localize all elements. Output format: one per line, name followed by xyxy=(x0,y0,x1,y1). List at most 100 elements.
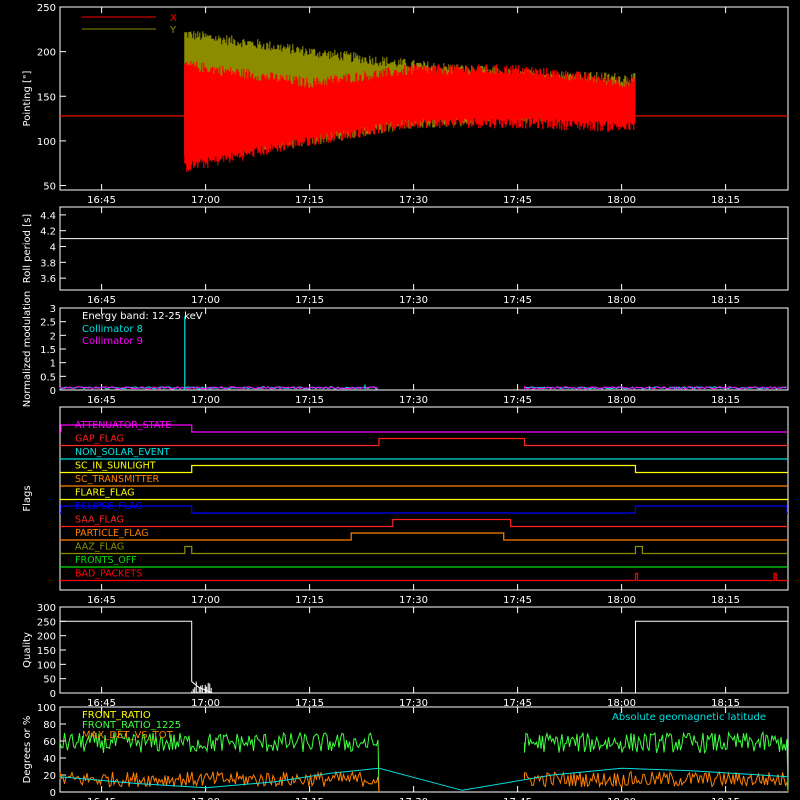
x-tick-label: 16:45 xyxy=(87,698,116,709)
flag-label: AAZ_FLAG xyxy=(75,542,124,553)
oscillation-band xyxy=(184,61,636,172)
y-tick-label: 4.2 xyxy=(40,227,56,238)
x-tick-label: 16:45 xyxy=(87,395,116,406)
y-tick-label: 250 xyxy=(37,3,56,14)
legend-label: X xyxy=(170,13,177,24)
modulation-series xyxy=(59,385,787,390)
flag-label: ECLIPSE_FLAG xyxy=(75,501,143,512)
x-tick-label: 18:15 xyxy=(711,195,740,206)
x-tick-label: 17:30 xyxy=(399,698,428,709)
quality-line xyxy=(60,620,788,694)
front-ratio-1225-series xyxy=(59,730,789,793)
x-tick-label: 16:45 xyxy=(87,797,116,800)
y-axis-label: Flags xyxy=(22,485,33,511)
y-tick-label: 150 xyxy=(37,646,56,657)
plot-frame xyxy=(59,406,789,591)
x-tick-label: 17:15 xyxy=(295,698,324,709)
flag-trace xyxy=(60,572,788,582)
y-axis-label: Degrees or % xyxy=(22,716,33,784)
x-tick-label: 17:15 xyxy=(295,295,324,306)
plot-frame xyxy=(59,6,789,191)
plot-frame xyxy=(59,706,789,793)
x-tick-label: 17:30 xyxy=(399,595,428,606)
flag-label: SAA_FLAG xyxy=(75,515,124,526)
x-tick-label: 17:15 xyxy=(295,797,324,800)
y-tick-label: 20 xyxy=(43,771,56,782)
y-tick-label: 80 xyxy=(43,720,56,731)
y-tick-label: 3 xyxy=(50,304,56,315)
x-tick-label: 18:15 xyxy=(711,295,740,306)
y-tick-label: 1.5 xyxy=(40,345,56,356)
x-tick-label: 18:00 xyxy=(607,295,636,306)
max-det-vs-tot-series xyxy=(59,770,789,793)
x-tick-label: 16:45 xyxy=(87,295,116,306)
y-tick-label: 200 xyxy=(37,48,56,59)
x-tick-label: 18:00 xyxy=(607,395,636,406)
y-tick-label: 60 xyxy=(43,737,56,748)
x-tick-label: 17:00 xyxy=(191,395,220,406)
flag-label: SC_IN_SUNLIGHT xyxy=(75,461,156,472)
x-tick-label: 17:45 xyxy=(503,595,532,606)
energy-band-annotation: Energy band: 12-25 keV xyxy=(82,311,203,322)
x-tick-label: 17:30 xyxy=(399,195,428,206)
x-tick-label: 18:15 xyxy=(711,698,740,709)
flag-label: FLARE_FLAG xyxy=(75,488,135,499)
x-tick-label: 16:45 xyxy=(87,595,116,606)
flag-label: SC_TRANSMITTER xyxy=(75,474,160,485)
legend-label: Y xyxy=(169,25,177,36)
x-tick-label: 18:15 xyxy=(711,797,740,800)
legend-label: Collimator 9 xyxy=(82,336,143,347)
y-tick-label: 250 xyxy=(37,617,56,628)
x-tick-label: 18:15 xyxy=(711,395,740,406)
y-tick-label: 2 xyxy=(50,331,56,342)
y-axis-label: Pointing ["] xyxy=(22,70,33,126)
y-axis-label: Roll period [s] xyxy=(22,214,33,283)
plot-frame xyxy=(59,206,789,291)
y-tick-label: 1 xyxy=(50,359,56,370)
x-tick-label: 17:15 xyxy=(295,395,324,406)
flag-trace xyxy=(60,532,788,541)
flag-label: NON_SOLAR_EVENT xyxy=(75,447,170,458)
x-tick-label: 17:45 xyxy=(503,295,532,306)
x-tick-label: 18:00 xyxy=(607,698,636,709)
y-tick-label: 200 xyxy=(37,632,56,643)
x-tick-label: 17:00 xyxy=(191,698,220,709)
x-tick-label: 17:00 xyxy=(191,195,220,206)
x-tick-label: 17:45 xyxy=(503,395,532,406)
y-tick-label: 2.5 xyxy=(40,318,56,329)
x-tick-label: 17:15 xyxy=(295,195,324,206)
x-tick-label: 18:15 xyxy=(711,595,740,606)
ratios-panel: 16:45 17:00 17:15 17:30 17:45 18:00 18:15 0 20 40… xyxy=(22,703,789,800)
legend-label: Collimator 8 xyxy=(82,324,143,335)
pointing-panel: 16:45 17:00 17:15 17:30 17:45 18:00 18:15 50 100… xyxy=(22,3,789,206)
quality-panel: 16:45 17:00 17:15 17:30 17:45 18:00 18:15 0 50 10… xyxy=(22,603,789,709)
y-axis-label: Quality xyxy=(22,632,33,668)
flag-label: PARTICLE_FLAG xyxy=(75,528,148,539)
plot-frame xyxy=(59,606,789,694)
x-tick-label: 17:15 xyxy=(295,595,324,606)
legend-label: FRONT_RATIO xyxy=(82,710,151,721)
y-tick-label: 0 xyxy=(50,788,56,799)
y-tick-label: 100 xyxy=(37,137,56,148)
flag-trace xyxy=(60,437,788,447)
flag-trace xyxy=(60,518,788,528)
flag-trace xyxy=(60,545,788,555)
flags-panel: 16:45 17:00 17:15 17:30 17:45 18:00 18:15 Flags… xyxy=(22,406,789,606)
x-tick-label: 17:00 xyxy=(191,295,220,306)
x-tick-label: 18:00 xyxy=(607,595,636,606)
x-tick-label: 17:45 xyxy=(503,797,532,800)
flag-trace xyxy=(60,464,788,474)
x-tick-label: 17:30 xyxy=(399,395,428,406)
y-tick-label: 300 xyxy=(37,603,56,614)
y-tick-label: 50 xyxy=(43,182,56,193)
x-tick-label: 17:00 xyxy=(191,595,220,606)
y-tick-label: 3.6 xyxy=(40,274,56,285)
x-tick-label: 18:00 xyxy=(607,797,636,800)
x-tick-label: 17:30 xyxy=(399,797,428,800)
y-tick-label: 3.8 xyxy=(40,258,56,269)
flag-label: GAP_FLAG xyxy=(75,434,124,445)
y-tick-label: 0.5 xyxy=(40,372,56,383)
x-tick-label: 17:45 xyxy=(503,698,532,709)
x-tick-label: 17:00 xyxy=(191,797,220,800)
